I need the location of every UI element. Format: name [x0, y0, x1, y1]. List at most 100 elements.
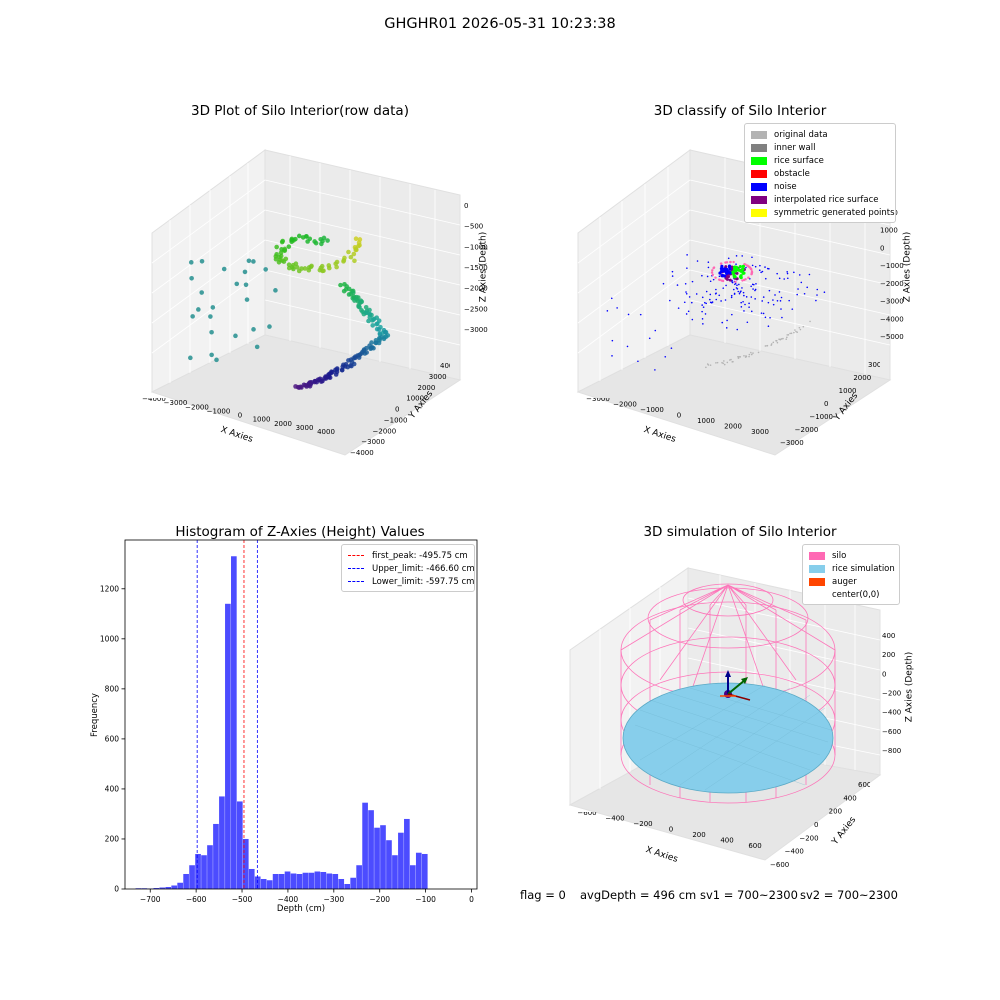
scatter-point: [243, 282, 249, 288]
scatter-point: [685, 292, 688, 295]
scatter-point: [267, 324, 272, 329]
scatter-point: [381, 336, 387, 342]
scatter-point: [683, 301, 686, 304]
histogram-bar: [344, 883, 351, 889]
scatter-point: [691, 318, 694, 321]
scatter-point: [764, 277, 767, 280]
scatter-point: [735, 277, 739, 281]
scatter-point: [199, 290, 204, 295]
tick-label: −200: [633, 820, 652, 828]
legend-entry: noise: [751, 180, 889, 193]
histogram-bar: [356, 865, 362, 889]
scatter-point: [740, 301, 742, 304]
classify-scatter-points: [606, 254, 826, 371]
histogram-bar: [278, 873, 285, 889]
legend-swatch: [751, 169, 767, 178]
scatter-point: [286, 262, 292, 268]
scatter-point: [704, 301, 706, 304]
histogram-title: Histogram of Z-Axies (Height) Values: [175, 524, 425, 540]
scatter-point: [353, 236, 359, 242]
tick-label: 3000: [868, 361, 880, 369]
scatter-point: [293, 384, 298, 389]
tick-label: 0: [238, 412, 242, 420]
scatter-point: [189, 275, 194, 281]
scatter-point: [707, 364, 710, 366]
legend-entry: rice simulation: [809, 562, 895, 575]
scatter-point: [710, 271, 714, 274]
tick-label: −200: [799, 834, 818, 842]
histogram-bar: [171, 885, 178, 889]
scatter-point: [727, 257, 730, 260]
scatter-point: [786, 334, 789, 336]
histogram-bar: [225, 603, 231, 889]
tick-label: −1000: [809, 413, 833, 421]
scatter-point: [741, 264, 746, 268]
histogram-bar: [404, 818, 410, 889]
scatter-point: [758, 269, 761, 272]
tick-label: −1000: [640, 406, 664, 414]
scatter-point: [723, 360, 725, 362]
scatter-point: [793, 271, 795, 274]
classify-z-axis-label: Z Axies (Depth): [902, 231, 913, 303]
histogram-bar: [207, 845, 213, 889]
scatter-point: [280, 238, 286, 244]
scatter-point: [278, 250, 284, 256]
histogram-bar: [398, 832, 404, 889]
scatter-point: [701, 296, 704, 299]
scatter-point: [706, 275, 709, 278]
scatter-point: [685, 313, 688, 315]
histogram-bar: [159, 887, 166, 889]
scatter-point: [782, 337, 784, 340]
scatter-point: [738, 292, 741, 295]
scatter-point: [350, 290, 356, 296]
histogram-bar: [236, 801, 243, 889]
scatter-point: [208, 314, 213, 319]
histogram-bar: [248, 868, 255, 889]
histogram-bar: [242, 838, 249, 889]
tick-label: 3000: [429, 373, 447, 381]
scatter-point: [676, 284, 679, 286]
scatter-point: [764, 266, 766, 268]
scatter-point: [294, 265, 300, 270]
histogram-y-tick-label: 800: [105, 684, 120, 693]
scatter-point: [780, 338, 783, 340]
scatter-point: [750, 310, 753, 313]
scatter-point: [701, 304, 703, 306]
raw-3d-plot: [150, 149, 462, 456]
scatter-point: [371, 316, 377, 322]
scatter-point: [376, 327, 382, 332]
tick-label: −200: [882, 690, 901, 698]
scatter-point: [639, 313, 642, 316]
histogram-bar: [392, 855, 398, 889]
scatter-point: [730, 296, 733, 299]
scatter-point: [303, 383, 308, 388]
scatter-point: [740, 306, 743, 308]
scatter-point: [752, 288, 754, 290]
histogram-bar: [177, 882, 183, 889]
legend-swatch: [809, 591, 825, 599]
scatter-point: [279, 247, 284, 252]
scatter-point: [729, 260, 732, 264]
histogram-bar: [338, 878, 345, 889]
scatter-point: [809, 320, 811, 323]
scatter-point: [772, 299, 774, 301]
tick-label: −1000: [464, 243, 488, 251]
classify-legend: original data inner wall rice surface obsta…: [744, 123, 896, 223]
histogram-bar: [296, 873, 303, 889]
scatter-point: [802, 325, 805, 328]
raw-x-ticks: −4000 −3000 −2000 −1000 0 1000 2000 3000 4000: [136, 395, 356, 438]
histogram-x-tick-label: −500: [232, 895, 253, 904]
scatter-point: [743, 294, 745, 297]
scatter-point: [654, 369, 656, 371]
scatter-point: [823, 291, 826, 294]
scatter-point: [732, 360, 734, 363]
scatter-point: [719, 262, 723, 265]
scatter-point: [671, 270, 674, 273]
scatter-point: [730, 265, 734, 269]
scatter-point: [648, 337, 651, 340]
scatter-point: [729, 359, 731, 361]
scatter-point: [742, 300, 744, 303]
legend-line-swatch: [348, 555, 364, 556]
histogram-x-tick-label: −300: [324, 895, 345, 904]
tick-label: 1000: [880, 227, 898, 235]
